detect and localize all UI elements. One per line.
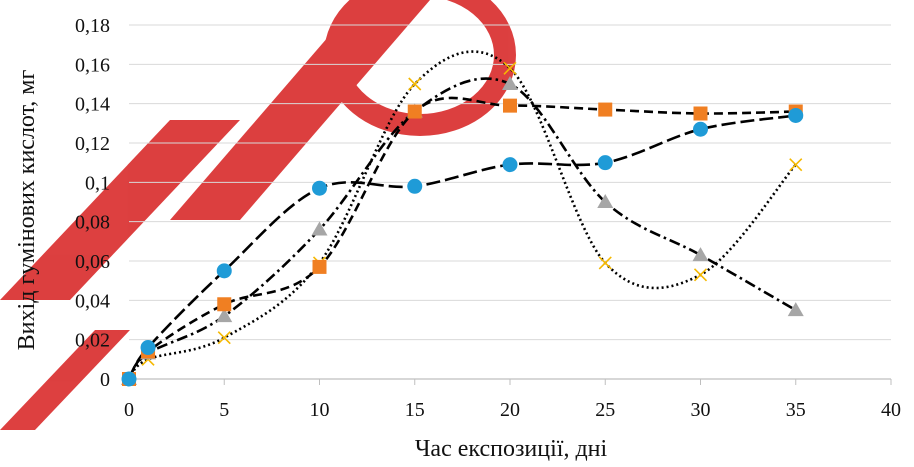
y-tick-labels: 0 0,02 0,04 0,06 0,08 0,1 0,12 0,14 0,16 0,18 bbox=[75, 15, 110, 391]
data-point-s1-5 bbox=[502, 157, 518, 173]
y-axis-title: Вихід гумінових кислот, мг bbox=[14, 70, 40, 351]
trendline-series-2 bbox=[127, 96, 796, 380]
y-tick-label: 0,1 bbox=[85, 172, 110, 194]
data-point-s1-8 bbox=[788, 107, 804, 123]
data-point-s3-6 bbox=[597, 194, 614, 208]
x-tick-label: 25 bbox=[595, 399, 615, 421]
y-tick-label: 0,04 bbox=[75, 290, 110, 312]
data-point-s1-0 bbox=[121, 371, 137, 387]
data-point-s4-5 bbox=[503, 61, 517, 75]
data-point-s3-3 bbox=[311, 221, 328, 236]
gridlines bbox=[129, 24, 891, 341]
y-tick-label: 0,18 bbox=[75, 15, 110, 37]
data-point-s4-7 bbox=[693, 268, 708, 282]
data-point-s4-2 bbox=[217, 331, 231, 345]
data-point-s1-7 bbox=[693, 121, 708, 137]
data-point-s2-4 bbox=[407, 104, 422, 119]
data-point-s3-7 bbox=[692, 247, 709, 262]
data-point-s2-3 bbox=[312, 259, 327, 274]
y-tick-label: 0 bbox=[100, 369, 110, 391]
data-point-s2-5 bbox=[503, 98, 517, 113]
data-point-s2-6 bbox=[598, 102, 613, 117]
data-point-s1-4 bbox=[407, 178, 423, 194]
x-axis-title: Час експозиції, дні bbox=[415, 436, 608, 462]
y-tick-label: 0,08 bbox=[75, 212, 110, 234]
x-tick-label: 20 bbox=[500, 399, 520, 421]
data-point-s3-2 bbox=[216, 308, 233, 323]
data-point-s1-6 bbox=[597, 155, 613, 171]
x-tick-label: 35 bbox=[786, 399, 806, 421]
markers bbox=[121, 61, 804, 387]
data-point-s2-7 bbox=[693, 106, 708, 121]
data-point-s3-8 bbox=[787, 302, 804, 317]
y-tick-label: 0,12 bbox=[75, 133, 110, 155]
x-tick-label: 10 bbox=[310, 399, 330, 421]
data-point-s4-6 bbox=[598, 256, 612, 270]
axis-lines bbox=[128, 378, 892, 385]
watermark-red-band-left bbox=[0, 120, 240, 300]
data-point-s2-2 bbox=[217, 297, 232, 312]
x-tick-label: 30 bbox=[691, 399, 711, 421]
data-point-s4-4 bbox=[408, 77, 422, 91]
watermark-logo bbox=[0, 0, 516, 430]
trendline-series-4 bbox=[127, 50, 797, 380]
x-tick-label: 15 bbox=[405, 399, 425, 421]
x-tick-label: 0 bbox=[124, 399, 134, 421]
data-point-s4-8 bbox=[789, 158, 803, 172]
y-tick-label: 0,06 bbox=[75, 251, 110, 273]
data-point-s1-3 bbox=[312, 180, 327, 196]
watermark-red-band-right bbox=[170, 0, 430, 220]
watermark-red-ring bbox=[324, 0, 516, 136]
data-point-s1-2 bbox=[216, 263, 232, 279]
x-tick-label: 5 bbox=[219, 399, 229, 421]
x-tick-labels: 0 5 10 15 20 25 30 35 40 bbox=[124, 399, 901, 421]
data-point-s3-5 bbox=[502, 76, 518, 90]
y-tick-label: 0,02 bbox=[75, 330, 110, 352]
y-tick-label: 0,14 bbox=[75, 94, 110, 116]
watermark-red-stroke-bottom bbox=[0, 330, 130, 430]
y-tick-label: 0,16 bbox=[75, 54, 110, 76]
data-point-s1-1 bbox=[140, 340, 156, 356]
x-tick-label: 40 bbox=[881, 399, 901, 421]
